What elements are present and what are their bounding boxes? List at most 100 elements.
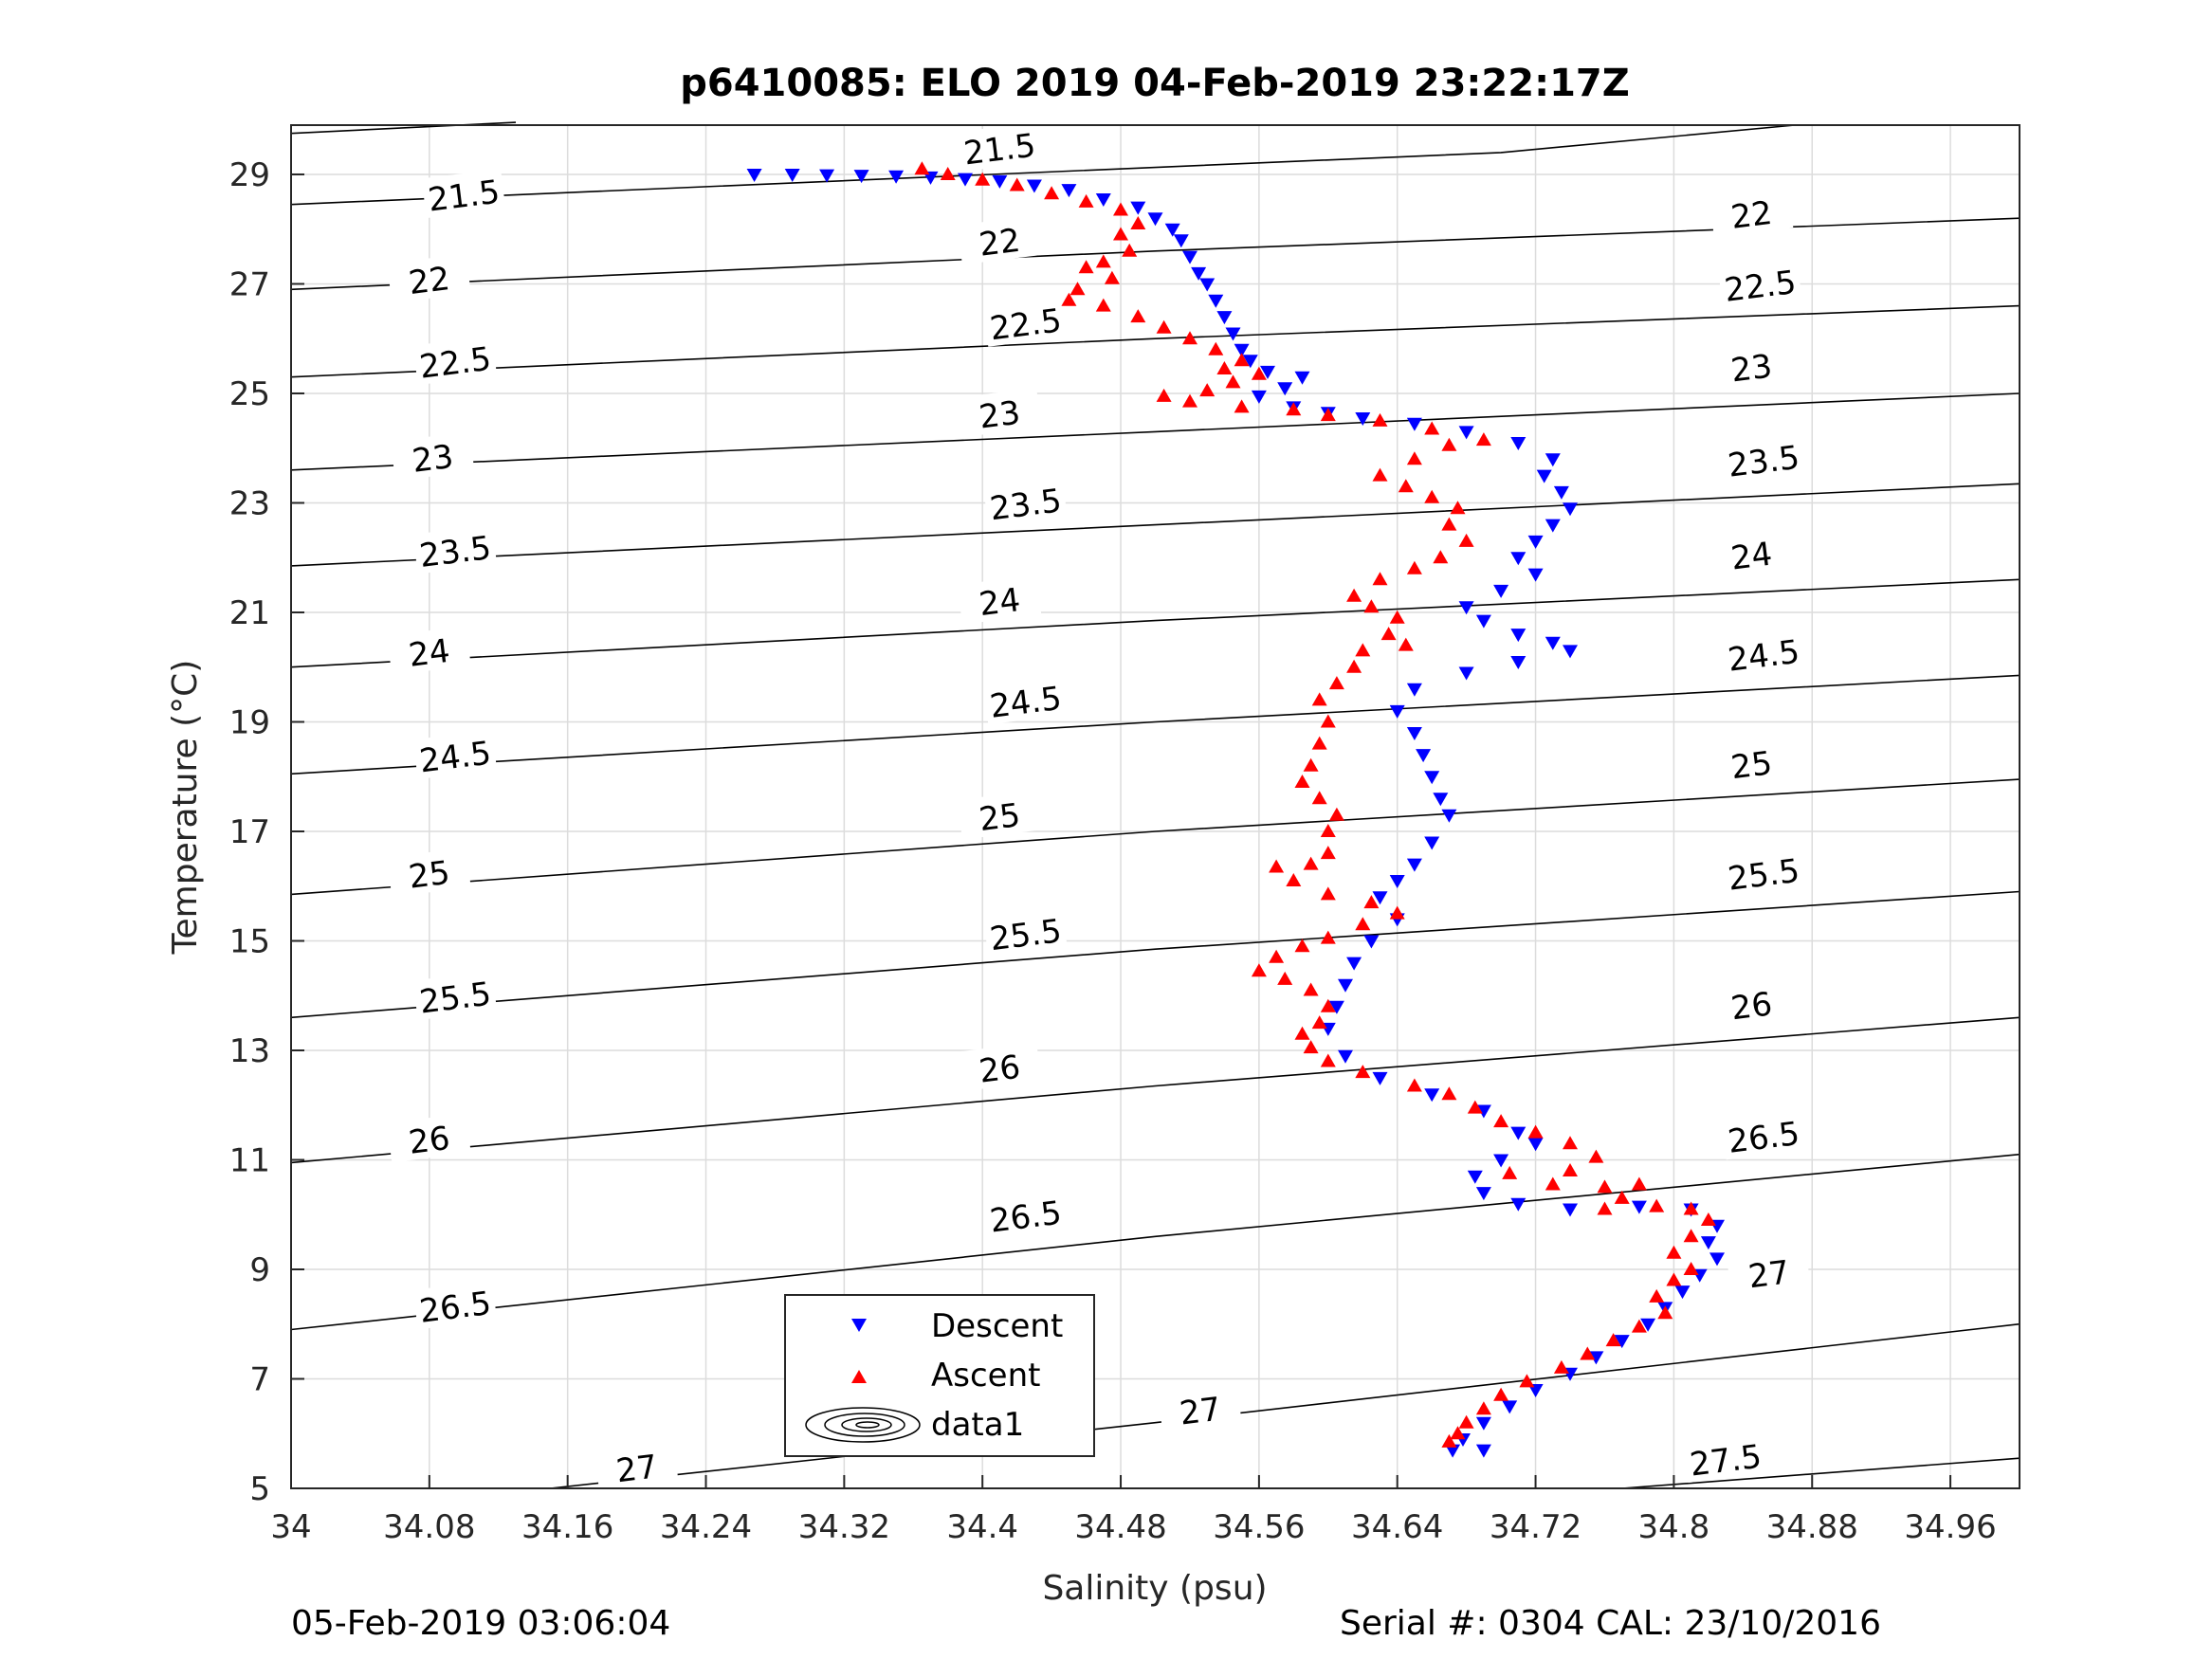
x-tick-label: 34.8: [1638, 1508, 1710, 1546]
contour-line-27: [550, 1322, 2020, 1489]
contour-label-halo: [387, 848, 471, 898]
contour-label-halo: [983, 675, 1068, 725]
contour-label-halo: [412, 336, 498, 386]
ascent-point: [1527, 1124, 1544, 1139]
contour-label: 27: [614, 1448, 660, 1490]
ascent-point: [1450, 1426, 1466, 1440]
x-axis-label: Salinity (psu): [1042, 1569, 1267, 1608]
ascent-point: [1328, 676, 1344, 690]
contour-label-group: 22.5: [983, 297, 1068, 348]
ascent-point: [1553, 1359, 1569, 1374]
ascent-point: [1303, 856, 1319, 870]
ascent-point: [1078, 193, 1094, 208]
ascent-point: [1493, 1114, 1509, 1128]
descent-point: [1527, 568, 1544, 582]
ascent-point: [1683, 1229, 1699, 1243]
ascent-point: [1320, 886, 1336, 901]
contour-label-group: 25: [957, 790, 1042, 840]
x-tick-label: 34.72: [1490, 1508, 1581, 1546]
x-tick-label: 34.96: [1904, 1508, 1996, 1546]
contour-label-halo: [387, 1113, 471, 1163]
contour-label-halo: [957, 215, 1042, 265]
contour-label-halo: [1721, 629, 1806, 679]
descent-point: [1424, 836, 1440, 850]
descent-point: [1475, 1187, 1491, 1201]
descent-point: [958, 173, 973, 187]
ascent-point: [1666, 1245, 1682, 1259]
contour-label: 22: [977, 222, 1022, 264]
descent-point: [1191, 266, 1207, 281]
contour-label-group: 25.5: [983, 907, 1068, 958]
contour-label-halo: [1727, 1247, 1811, 1297]
ascent-point: [1355, 1065, 1371, 1079]
contour-label-halo: [957, 388, 1042, 438]
ascent-point: [1406, 451, 1422, 465]
descent-point: [1458, 426, 1474, 440]
ascent-point: [1657, 1305, 1673, 1320]
ascent-point: [1424, 489, 1440, 503]
contour-line-21-5: [290, 121, 517, 135]
x-tick-label: 34.4: [946, 1508, 1018, 1546]
descent-point: [1424, 771, 1440, 785]
ascent-point: [1398, 637, 1414, 651]
contour-label-group: 23.5: [412, 524, 498, 575]
contour-label-group: 23: [1709, 341, 1794, 391]
ascent-point: [1234, 353, 1250, 367]
descent-point: [1475, 614, 1491, 629]
descent-point: [1563, 1203, 1578, 1217]
descent-point: [1242, 355, 1258, 369]
contour-label-halo: [957, 574, 1042, 625]
ascent-point: [1311, 791, 1327, 805]
y-tick-label: 17: [229, 813, 270, 851]
contour-line-26-5: [290, 1153, 2020, 1331]
contour-label-group: 26.5: [983, 1190, 1068, 1241]
descent-point: [1363, 935, 1380, 949]
contour-label-halo: [421, 169, 506, 219]
contour-label-group: 24: [387, 626, 471, 676]
contour-label-group: 22: [1709, 188, 1794, 238]
descent-point: [1372, 891, 1388, 905]
legend-descent-label: Descent: [931, 1307, 1063, 1345]
contour-label-group: 24: [957, 574, 1042, 625]
ascent-point: [1493, 1387, 1509, 1401]
descent-point: [992, 174, 1008, 189]
descent-point: [1130, 201, 1146, 215]
descent-series: [746, 169, 1725, 1458]
contour-label: 24.5: [417, 735, 493, 781]
descent-point: [784, 169, 800, 182]
contour-label-group: 27: [1727, 1247, 1811, 1297]
descent-point: [1614, 1335, 1630, 1349]
ascent-point: [1303, 982, 1319, 996]
descent-point: [1251, 390, 1267, 404]
y-tick-label: 7: [249, 1360, 270, 1398]
x-tick-label: 34.64: [1351, 1508, 1443, 1546]
descent-point: [1502, 1400, 1518, 1414]
descent-point: [1294, 371, 1310, 385]
contour-label-halo: [1709, 341, 1794, 391]
ascent-point: [1545, 1176, 1561, 1191]
contour-line-23-5: [290, 483, 2020, 567]
contour-label-halo: [957, 790, 1042, 840]
descent-point: [1372, 1071, 1388, 1085]
ascent-point: [1286, 402, 1302, 416]
descent-point: [1225, 327, 1241, 341]
ascent-point: [1182, 393, 1197, 408]
descent-point: [1458, 666, 1474, 681]
descent-point: [746, 169, 762, 182]
ascent-point: [1588, 1149, 1604, 1163]
contour-line-24: [290, 578, 2020, 668]
ascent-point: [1441, 1433, 1457, 1448]
ascent-point: [1225, 374, 1241, 389]
contour-label: 26.5: [417, 1285, 493, 1331]
ascent-point: [1355, 917, 1371, 931]
contour-label: 21.5: [426, 173, 502, 220]
legend-box: [784, 1294, 1095, 1457]
y-tick-label: 15: [229, 922, 270, 960]
ascent-point: [1095, 298, 1111, 312]
ascent-point: [1683, 1262, 1699, 1275]
contour-label-group: 25.5: [412, 971, 498, 1022]
contour-label-halo: [1721, 848, 1806, 898]
contour-label-group: 27.5: [1683, 1433, 1767, 1485]
contour-label-group: 22: [387, 253, 471, 303]
ascent-point: [1441, 1086, 1457, 1101]
